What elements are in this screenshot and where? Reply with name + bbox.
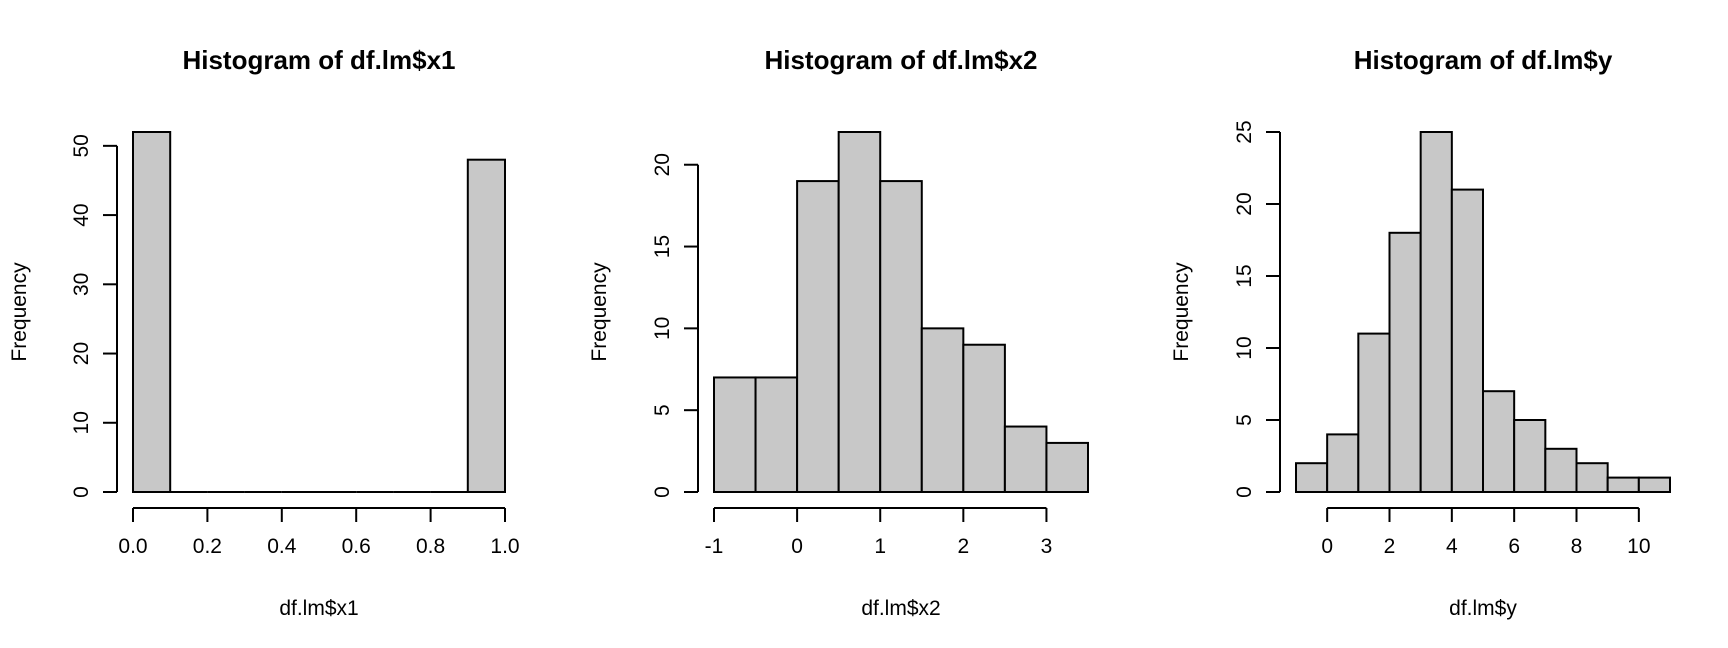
histogram-bar — [1357, 332, 1391, 493]
y-tick-label: 30 — [70, 273, 93, 296]
y-tick-label: 5 — [1233, 414, 1256, 426]
histogram-bar — [1637, 476, 1672, 494]
histogram-bar — [1575, 462, 1609, 494]
y-tick-label: 0 — [70, 486, 93, 498]
x-tick-label: 8 — [1571, 535, 1583, 558]
y-tick-label: 20 — [70, 342, 93, 365]
x-axis-label: df.lm$x1 — [279, 597, 358, 620]
y-tick-label: 10 — [70, 411, 93, 434]
x-tick-label: 6 — [1508, 535, 1520, 558]
histogram-bar — [1606, 476, 1640, 494]
y-tick-label: 25 — [1233, 120, 1256, 143]
chart-title: Histogram of df.lm$y — [1354, 45, 1613, 75]
y-tick-label: 40 — [70, 203, 93, 226]
y-tick-label: 20 — [1233, 192, 1256, 215]
histogram-bar — [962, 343, 1006, 493]
x-tick-label: 0 — [791, 535, 803, 558]
x-tick-label: 0.2 — [193, 535, 222, 558]
x-axis-label: df.lm$x2 — [861, 597, 940, 620]
y-tick-label: 0 — [651, 486, 674, 498]
y-tick-label: 50 — [70, 134, 93, 157]
histogram-panel-1: Histogram of df.lm$x1 0.0 0.2 0.4 0.6 0.8 1.0 0… — [8, 45, 520, 620]
histogram-bar — [920, 327, 965, 494]
x-tick-label: 2 — [1384, 535, 1396, 558]
x-tick-label: 1 — [874, 535, 886, 558]
histogram-bar — [1513, 419, 1547, 493]
histogram-bar — [466, 158, 506, 493]
histogram-panel-2: Histogram of df.lm$x2 -1 0 1 2 3 0 5 10 15 20 df.lm… — [588, 45, 1090, 620]
y-tick-label: 15 — [1233, 264, 1256, 287]
x-axis-label: df.lm$y — [1449, 597, 1517, 620]
histogram-bar — [796, 180, 840, 493]
x-tick-label: 1.0 — [490, 535, 519, 558]
histogram-bar — [879, 180, 923, 493]
y-axis-label: Frequency — [1170, 262, 1193, 362]
y-axis-label: Frequency — [8, 262, 31, 362]
histogram-bar — [754, 376, 799, 494]
x-tick-label: 0.0 — [118, 535, 147, 558]
histogram-bar — [837, 131, 882, 493]
histogram-bar — [1544, 447, 1578, 493]
y-tick-label: 10 — [1233, 336, 1256, 359]
x-tick-label: 2 — [957, 535, 969, 558]
y-tick-label: 5 — [651, 404, 674, 416]
histogram-bar — [132, 131, 172, 493]
y-tick-label: 0 — [1233, 486, 1256, 498]
x-tick-label: -1 — [705, 535, 724, 558]
histogram-panel-3: Histogram of df.lm$y 0 2 4 6 8 10 0 5 10 15 20 25 df.… — [1170, 45, 1672, 620]
y-tick-label: 10 — [651, 317, 674, 340]
x-tick-label: 0.6 — [342, 535, 371, 558]
chart-title: Histogram of df.lm$x2 — [764, 45, 1037, 75]
histogram-bar — [1419, 131, 1453, 493]
histogram-bar — [1045, 441, 1090, 493]
x-tick-label: 0.8 — [416, 535, 445, 558]
x-tick-label: 0 — [1321, 535, 1333, 558]
histogram-bar — [1003, 425, 1048, 493]
x-tick-label: 0.4 — [267, 535, 297, 558]
histogram-bar — [1450, 188, 1485, 493]
y-tick-label: 20 — [651, 153, 674, 176]
histogram-bar — [1388, 231, 1422, 494]
chart-title: Histogram of df.lm$x1 — [182, 45, 455, 75]
x-tick-label: 10 — [1627, 535, 1650, 558]
x-tick-label: 4 — [1446, 535, 1458, 558]
histogram-bar — [1482, 390, 1516, 494]
histogram-bar — [1326, 433, 1360, 493]
histogram-bar — [713, 376, 757, 494]
y-tick-label: 15 — [651, 235, 674, 258]
histogram-bar — [1295, 462, 1329, 494]
y-axis-label: Frequency — [588, 262, 611, 362]
x-tick-label: 3 — [1041, 535, 1053, 558]
